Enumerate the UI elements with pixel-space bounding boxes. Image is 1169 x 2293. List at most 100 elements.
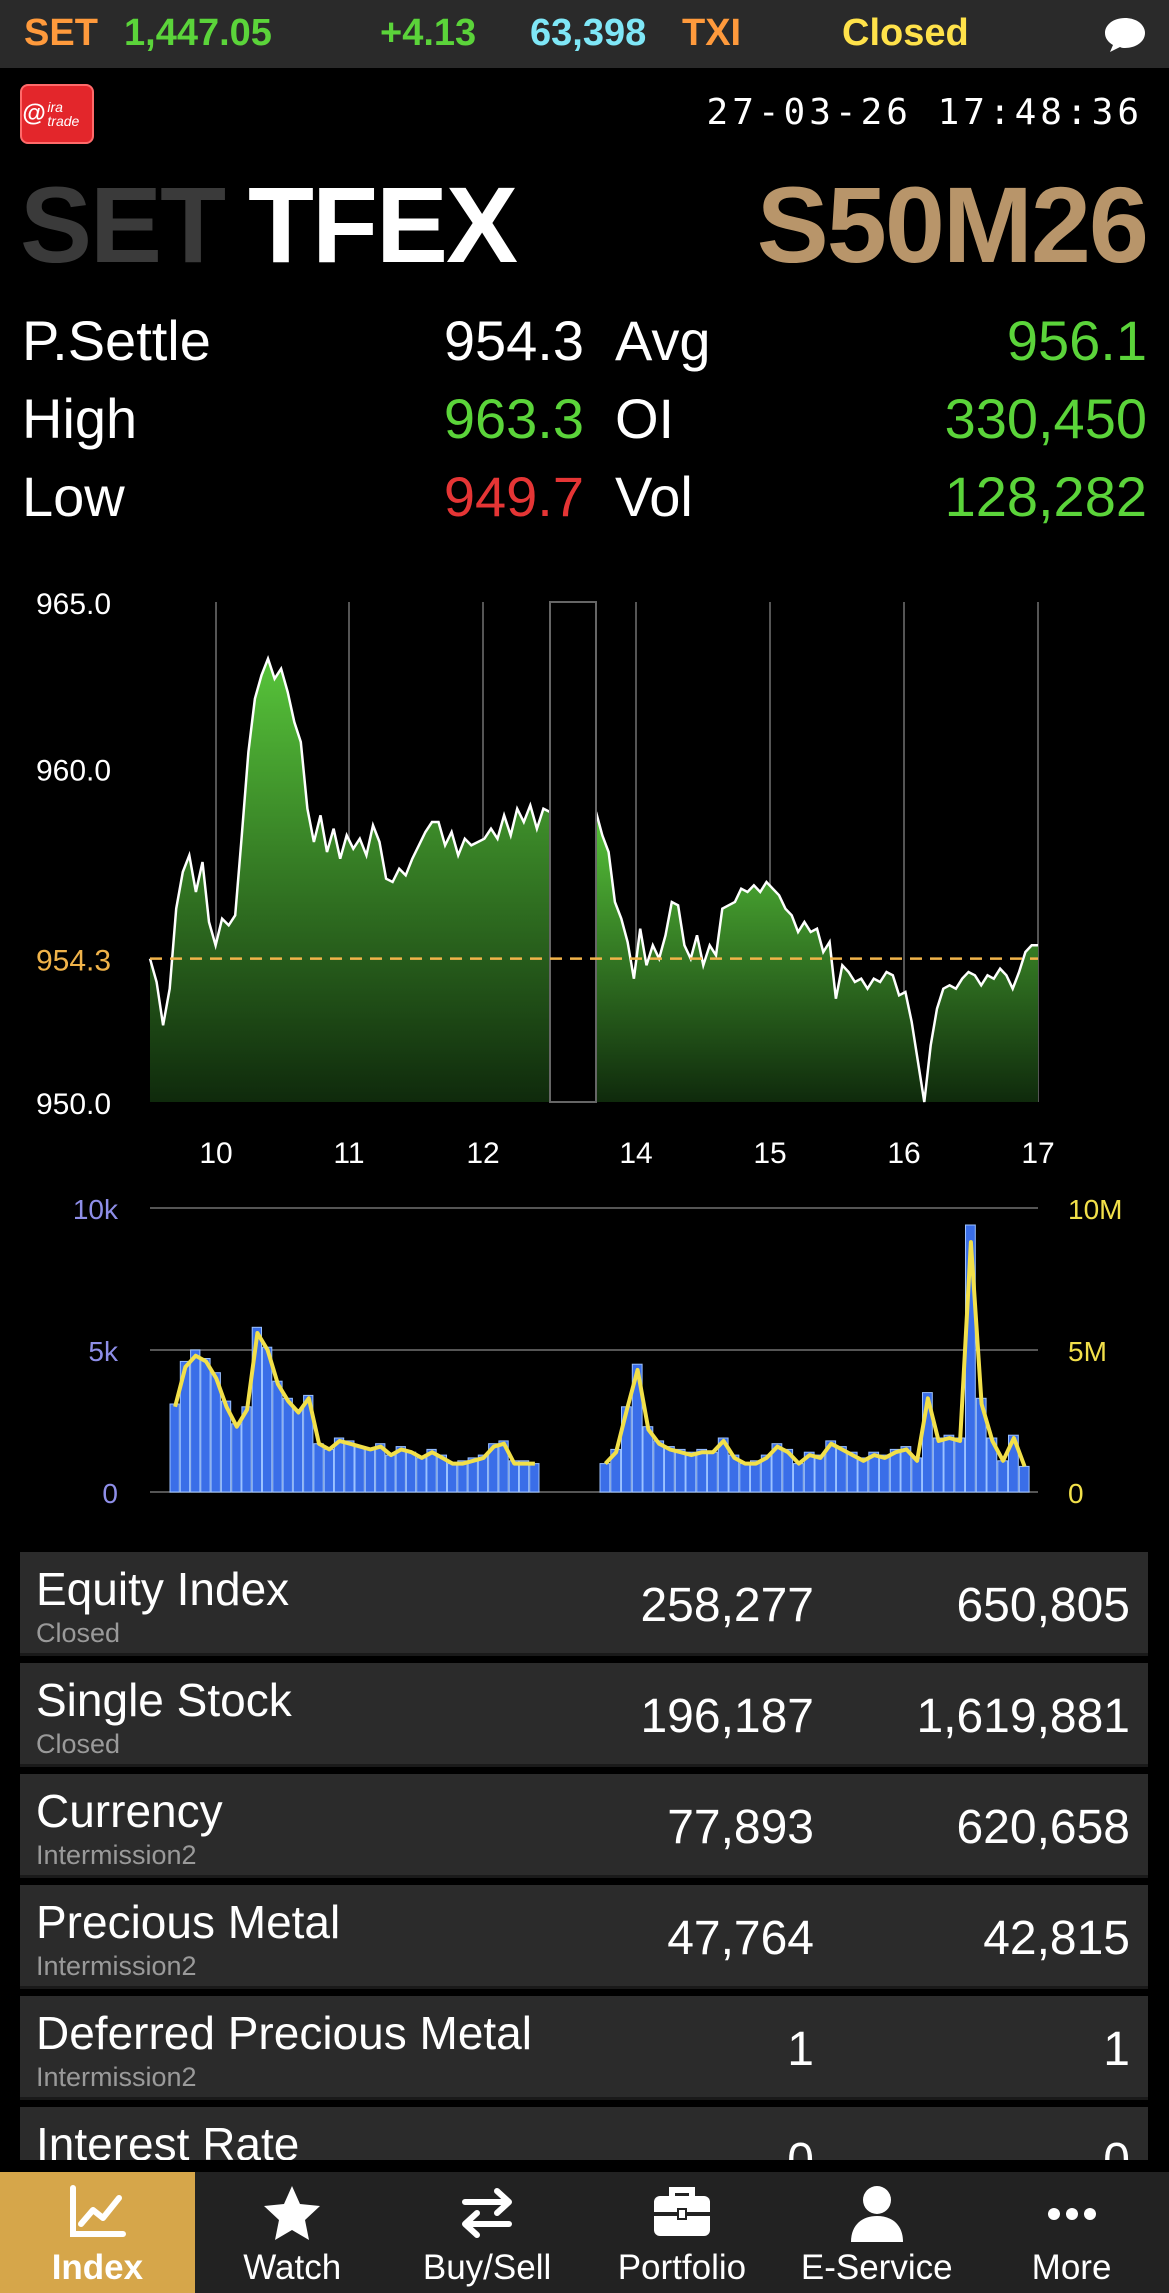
market-row-value-1: 196,187 [640, 1690, 814, 1743]
afternoon-volume-bar [836, 1446, 847, 1493]
avg-value: 956.1 [1006, 309, 1147, 372]
afternoon-volume-bar [857, 1457, 869, 1493]
market-row[interactable]: Interest Rate 0 0 [20, 2107, 1148, 2160]
nav-eservice[interactable]: E-Service [779, 2172, 974, 2293]
high-value: 963.3 [443, 387, 584, 450]
morning-volume-bar [200, 1358, 211, 1493]
market-tab-tfex[interactable]: TFEX [248, 164, 518, 285]
afternoon-volume-bar [760, 1454, 772, 1493]
ticker-volume: 63,398 [530, 12, 647, 54]
afternoon-volume-value-line [603, 1240, 1027, 1468]
logo-mark: @ [22, 100, 46, 127]
afternoon-volume-bar [750, 1460, 761, 1493]
datetime: 27-03-26 17:48:36 [706, 92, 1143, 133]
price-x-tick: 10 [199, 1137, 232, 1170]
chat-icon[interactable] [1103, 16, 1147, 54]
market-row[interactable]: Deferred Precious Metal Intermission2 1 1 [20, 1996, 1148, 2100]
morning-volume-bar [416, 1457, 427, 1493]
nav-index-label: Index [51, 2248, 144, 2287]
morning-volume-bar [262, 1346, 273, 1493]
volume-y-tick: 0 [102, 1478, 118, 1509]
logo-sub: ira trade [47, 99, 80, 129]
market-row-name: Equity Index [36, 1563, 290, 1615]
low-value: 949.7 [443, 465, 584, 528]
morning-volume-bar [313, 1443, 324, 1493]
market-row-name: Currency [36, 1785, 223, 1837]
morning-volume-bar [395, 1446, 406, 1493]
market-tab-set[interactable]: SET [20, 164, 226, 285]
stats-panel: P.Settle 954.3 Avg 956.1 High 963.3 OI 3… [0, 308, 1169, 542]
morning-volume-bar [344, 1440, 355, 1493]
morning-volume-bar [272, 1380, 283, 1493]
volume-chart[interactable]: 10k 5k 0 10M 5M 0 [0, 1170, 1169, 1560]
price-chart[interactable]: 965.0 960.0 954.3 950.0 10 11 12 14 15 16 17 [0, 570, 1169, 1170]
afternoon-volume-bar [782, 1448, 794, 1493]
morning-volume-bar [477, 1454, 489, 1493]
avg-label: Avg [615, 309, 711, 372]
market-row-value-2: 42,815 [983, 1912, 1130, 1965]
morning-volume-bar [498, 1440, 509, 1493]
market-row-value-2: 620,658 [956, 1801, 1130, 1854]
afternoon-volume-bar [1018, 1465, 1030, 1493]
bottom-nav[interactable]: Index Watch Buy/Sell Portfolio E-Service [0, 2172, 1169, 2293]
morning-session-area [150, 658, 550, 1102]
market-row-value-1: 258,277 [640, 1579, 814, 1632]
chart-area[interactable]: 965.0 960.0 954.3 950.0 10 11 12 14 15 16 17 10k 5k… [0, 570, 1169, 1509]
afternoon-volume-bar [685, 1451, 697, 1493]
lunch-break [549, 601, 597, 1103]
afternoon-volume-bar [846, 1451, 858, 1493]
morning-volume-bar [457, 1460, 468, 1493]
morning-volume-bar [333, 1437, 345, 1493]
nav-portfolio-label: Portfolio [617, 2248, 747, 2287]
symbol-name[interactable]: S50M26 [756, 164, 1149, 285]
morning-volume-bar [251, 1326, 262, 1493]
nav-buysell-label: Buy/Sell [422, 2248, 552, 2287]
market-row-value-2: 0 [1103, 2133, 1130, 2160]
morning-volume-bar [323, 1448, 335, 1493]
nav-buysell[interactable]: Buy/Sell [390, 2172, 585, 2293]
volume-y-tick: 5k [88, 1336, 119, 1367]
nav-eservice-label: E-Service [800, 2248, 953, 2287]
afternoon-volume-bar [793, 1463, 804, 1493]
morning-volume-bar [405, 1451, 417, 1493]
value-y-tick: 0 [1068, 1478, 1084, 1509]
market-row[interactable]: Single Stock Closed 196,187 1,619,881 [20, 1663, 1148, 1767]
ticker-index-value: 1,447.05 [124, 12, 272, 54]
market-row-status: Intermission2 [36, 2062, 197, 2092]
afternoon-volume-bar [825, 1440, 837, 1493]
market-summary-table[interactable]: Equity Index Closed 258,277 650,805 Single S… [20, 1552, 1148, 2160]
afternoon-volume-bar [803, 1451, 815, 1493]
afternoon-volume-bar [1008, 1434, 1019, 1493]
psettle-label: P.Settle [22, 309, 211, 372]
morning-volume-bar [488, 1443, 499, 1493]
morning-session-line [148, 655, 551, 1026]
nav-watch[interactable]: Watch [195, 2172, 390, 2293]
morning-volume-bar [210, 1372, 221, 1493]
morning-volume-bar [529, 1463, 540, 1493]
market-row[interactable]: Precious Metal Intermission2 47,764 42,815 [20, 1885, 1148, 1989]
market-row-status: Closed [36, 1729, 121, 1759]
price-x-tick: 15 [753, 1137, 786, 1170]
nav-index[interactable]: Index [0, 2172, 195, 2293]
market-row[interactable]: Equity Index Closed 258,277 650,805 [20, 1552, 1148, 1656]
stat-row-low: Low 949.7 Vol 128,282 [0, 464, 1169, 542]
star-icon [264, 2186, 321, 2240]
market-row-value-1: 47,764 [667, 1912, 814, 1965]
nav-more[interactable]: More [974, 2172, 1169, 2293]
afternoon-volume-bar [696, 1448, 708, 1493]
market-row[interactable]: Currency Intermission2 77,893 620,658 [20, 1774, 1148, 1878]
market-row-value-2: 1 [1103, 2023, 1130, 2076]
market-row-value-1: 1 [787, 2023, 814, 2076]
morning-volume-bar [292, 1409, 304, 1493]
swap-arrows-icon [462, 2188, 513, 2238]
nav-portfolio[interactable]: Portfolio [584, 2172, 779, 2293]
morning-volume-bar [436, 1454, 448, 1493]
afternoon-volume-bar [868, 1451, 880, 1493]
morning-volume-bar [447, 1463, 458, 1493]
market-row-value-2: 1,619,881 [916, 1690, 1130, 1743]
afternoon-volume-bar [900, 1446, 912, 1493]
morning-volume-bar [426, 1448, 437, 1493]
morning-volume-value-line [173, 1331, 535, 1466]
afternoon-volume-bar [889, 1448, 901, 1493]
afternoon-session-area [596, 812, 1038, 1102]
